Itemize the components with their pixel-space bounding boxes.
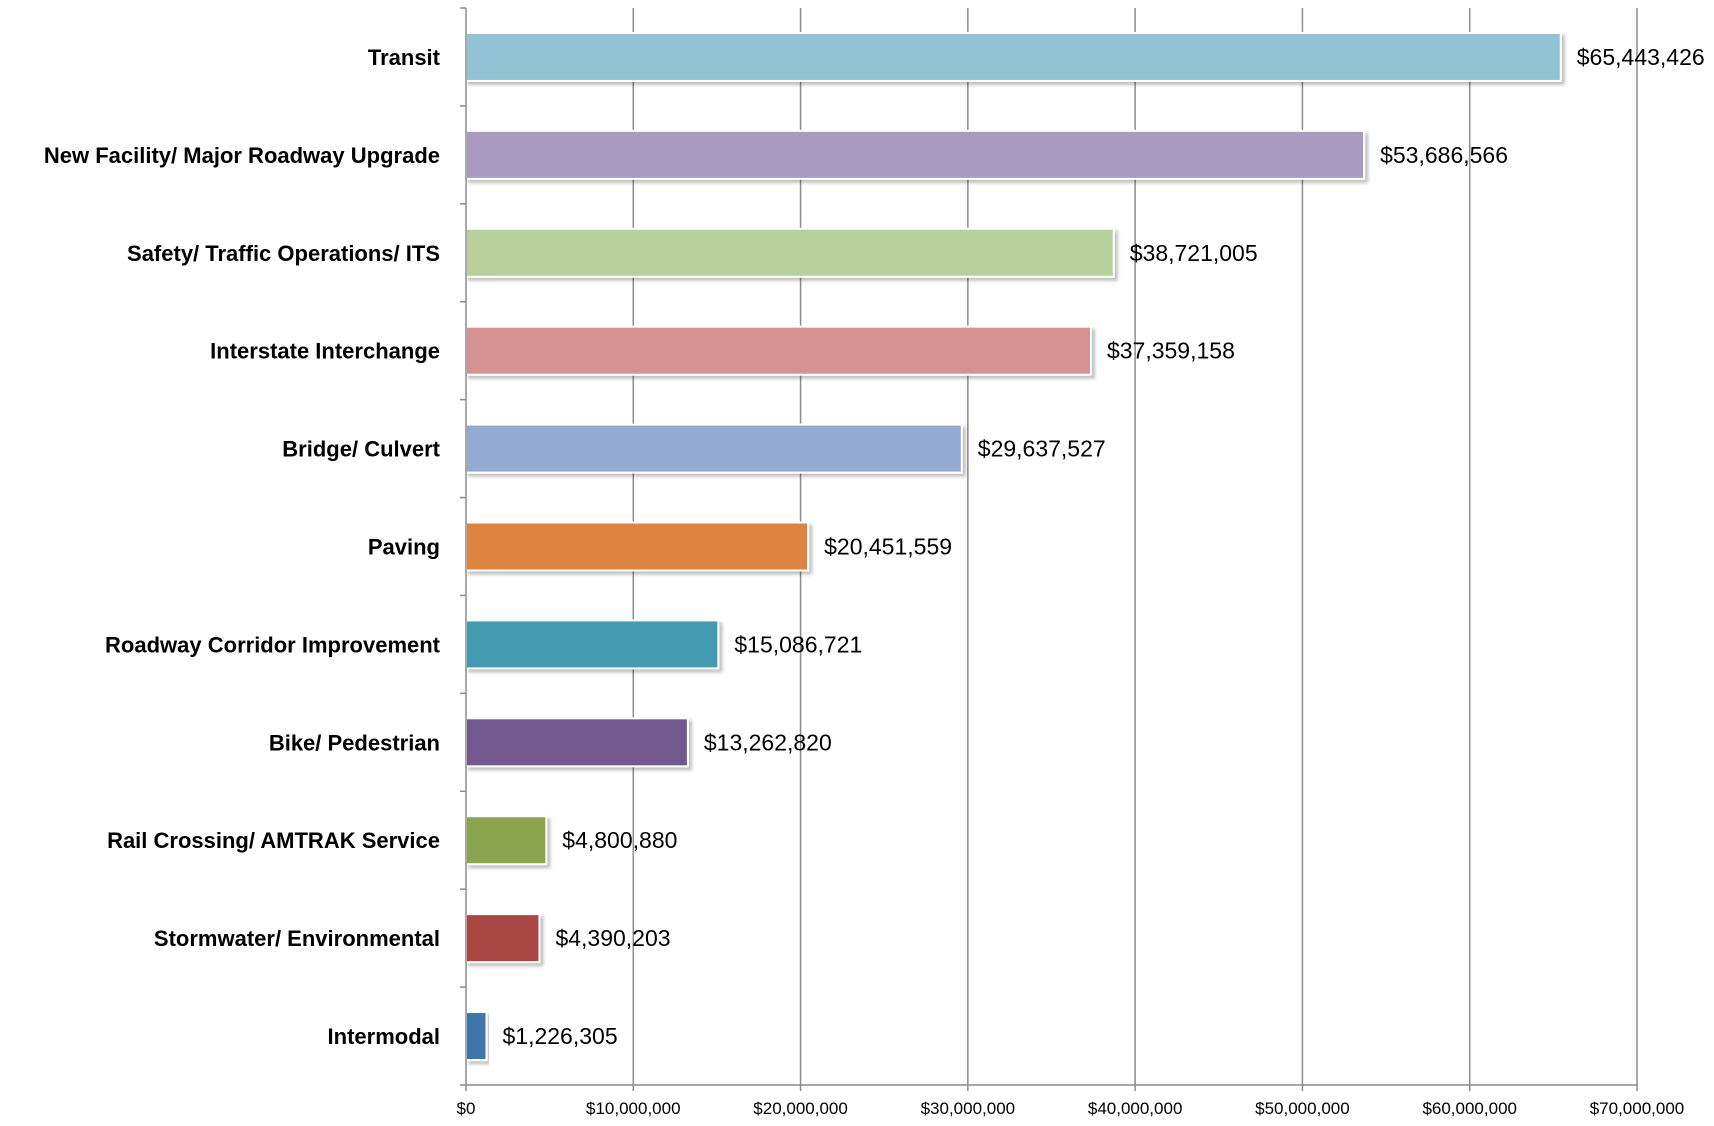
bar	[465, 423, 963, 474]
bar	[465, 129, 1366, 180]
x-tick-label: $70,000,000	[1590, 1099, 1685, 1118]
bar	[465, 619, 720, 670]
value-label: $53,686,566	[1380, 142, 1508, 168]
x-tick-label: $10,000,000	[586, 1099, 681, 1118]
category-label: Stormwater/ Environmental	[154, 926, 440, 951]
category-label: Bike/ Pedestrian	[269, 730, 440, 755]
bar	[465, 1011, 488, 1062]
category-label: Paving	[368, 535, 440, 560]
category-label: Bridge/ Culvert	[282, 437, 440, 462]
labels: Transit New Facility/ Major Roadway Upgra…	[44, 44, 1705, 1118]
category-label: Transit	[368, 45, 441, 70]
axes	[460, 7, 1638, 1091]
category-label: Roadway Corridor Improvement	[105, 632, 441, 657]
x-tick-label: $0	[457, 1099, 476, 1118]
category-label: Interstate Interchange	[210, 339, 440, 364]
x-tick-label: $40,000,000	[1088, 1099, 1183, 1118]
value-label: $37,359,158	[1107, 338, 1235, 364]
gridlines	[632, 8, 1638, 1085]
bar	[465, 913, 541, 964]
bars	[465, 31, 1562, 1062]
value-label: $20,451,559	[824, 534, 952, 560]
bar	[465, 717, 689, 768]
category-label: Safety/ Traffic Operations/ ITS	[127, 241, 440, 266]
bar	[465, 31, 1562, 82]
bar	[465, 815, 548, 866]
value-label: $13,262,820	[704, 729, 832, 755]
value-label: $65,443,426	[1577, 44, 1705, 70]
value-label: $15,086,721	[734, 631, 862, 657]
category-label: Intermodal	[328, 1024, 440, 1049]
x-tick-label: $20,000,000	[753, 1099, 848, 1118]
value-label: $29,637,527	[978, 436, 1106, 462]
bar	[465, 521, 810, 572]
value-label: $38,721,005	[1130, 240, 1258, 266]
value-label: $4,390,203	[555, 925, 670, 951]
value-label: $4,800,880	[562, 827, 677, 853]
value-label: $1,226,305	[503, 1023, 618, 1049]
category-label: Rail Crossing/ AMTRAK Service	[107, 828, 440, 853]
x-tick-label: $30,000,000	[921, 1099, 1016, 1118]
x-tick-label: $50,000,000	[1255, 1099, 1350, 1118]
x-tick-label: $60,000,000	[1422, 1099, 1517, 1118]
bar	[465, 227, 1115, 278]
bar	[465, 325, 1092, 376]
category-label: New Facility/ Major Roadway Upgrade	[44, 143, 440, 168]
